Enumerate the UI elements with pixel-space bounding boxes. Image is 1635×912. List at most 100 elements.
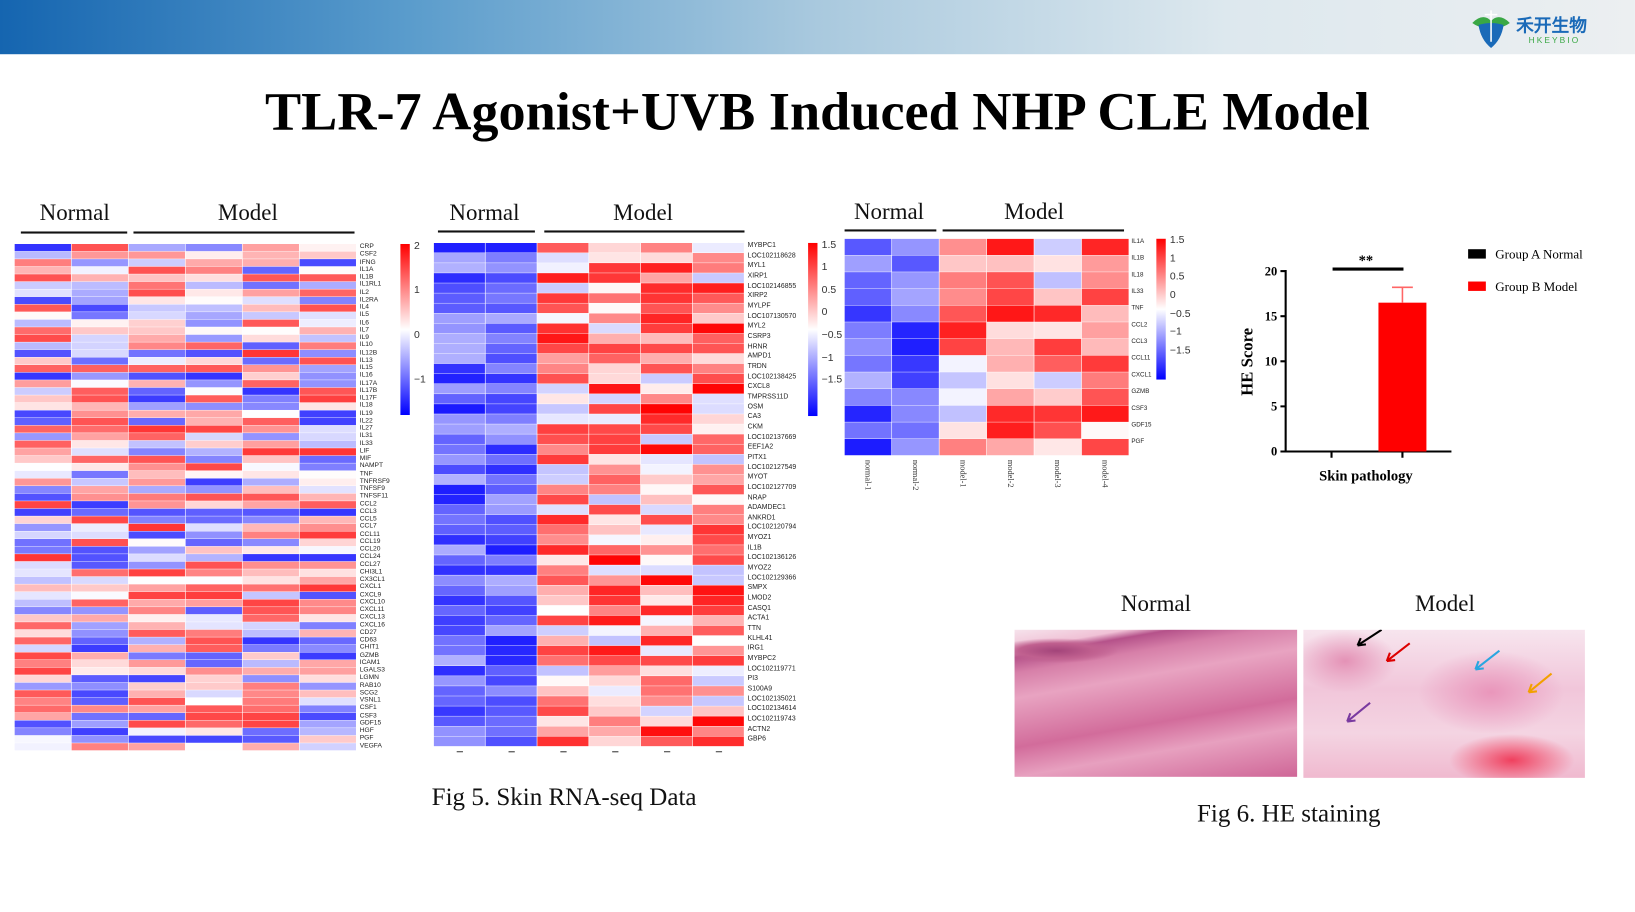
red-arrow-icon: [1385, 642, 1411, 663]
heatmap-cell: [128, 599, 185, 607]
gene-label: IL2RA: [359, 295, 379, 304]
heatmap-cell: [485, 454, 537, 465]
hm3-model-line: [942, 229, 1125, 232]
heatmap-cell: [844, 405, 892, 422]
heatmap-cell: [640, 585, 693, 596]
heatmap-cell: [299, 584, 356, 592]
gene-label: CCL2: [1131, 322, 1148, 329]
heatmap-cell: [433, 383, 485, 394]
heatmap-cell: [242, 440, 299, 448]
heatmap-cell: [71, 554, 128, 562]
heatmap-cell: [242, 614, 299, 622]
heatmap-cell: [433, 736, 485, 747]
heatmap-cell: [128, 470, 185, 479]
heatmap-cell: [242, 259, 299, 267]
heatmap-cell: [71, 470, 128, 479]
heatmap-cell: [71, 289, 128, 297]
scale-tick-label: 2: [413, 240, 420, 252]
heatmap-cell: [185, 357, 242, 365]
heatmap-cell: [537, 514, 589, 525]
heatmap-cell: [242, 728, 299, 736]
scale-tick-label: −0.5: [821, 329, 843, 341]
heatmap-cell: [589, 706, 641, 716]
heatmap-cell: [589, 293, 641, 303]
heatmap-cell: [537, 283, 589, 293]
heatmap-cell: [485, 424, 537, 434]
heatmap-cell: [185, 289, 242, 297]
heatmap-cell: [692, 484, 744, 495]
heatmap-cell: [485, 565, 537, 575]
heatmap-cell: [185, 644, 242, 653]
heatmap-cell: [640, 253, 693, 263]
heatmap-cell: [71, 433, 128, 441]
heatmap-cell: [14, 478, 71, 486]
scale-tick-label: 1: [821, 261, 828, 274]
heatmap-cell: [692, 535, 744, 545]
heatmap-cell: [692, 605, 744, 616]
heatmap-cell: [1034, 238, 1082, 256]
heatmap-cell: [692, 323, 744, 334]
heatmap-cell: [640, 494, 693, 505]
heatmap-cell: [537, 585, 589, 596]
gene-label: IL17F: [359, 394, 377, 402]
heatmap-cell: [242, 629, 299, 637]
gene-label: IL5: [359, 311, 370, 319]
heatmap-cell: [485, 676, 537, 686]
heatmap-cell: [299, 266, 356, 274]
heatmap-cell: [242, 395, 299, 403]
heatmap-cell: [692, 665, 744, 676]
heatmap-cell: [128, 607, 185, 615]
heatmap-cell: [485, 383, 537, 394]
heatmap-cell: [485, 585, 537, 596]
heatmap-cell: [537, 655, 589, 666]
hm3-model-label: Model: [1004, 198, 1065, 225]
heatmap-cell: [537, 353, 589, 364]
gene-label: LOC102138425: [747, 372, 797, 381]
gene-label: VSNL1: [359, 696, 381, 705]
heatmap-cell: [14, 614, 71, 622]
heatmap-cell: [433, 283, 485, 293]
heatmap-cell: [242, 304, 299, 312]
heatmap-cell: [485, 686, 537, 696]
heatmap-cell: [640, 394, 693, 404]
sample-label: model-2: [1006, 460, 1015, 488]
gene-label: CSF3: [1131, 405, 1148, 412]
gene-label: CCL3: [359, 507, 377, 515]
heatmap-cell: [485, 303, 537, 314]
heatmap-cell: [71, 312, 128, 320]
heatmap-cell: [128, 561, 185, 569]
heatmap-cell: [242, 410, 299, 418]
heatmap-cell: [242, 478, 299, 486]
gene-label: LOC102119771: [747, 664, 796, 673]
heatmap-cell: [185, 334, 242, 342]
heatmap-cell: [242, 365, 299, 373]
gene-label: IL13: [359, 356, 373, 364]
heatmap-cell: [844, 355, 892, 372]
heatmap-cell: [14, 576, 71, 584]
heatmap-cell: [589, 696, 641, 706]
heatmap-cell: [433, 645, 485, 656]
heatmap-cell: [433, 605, 485, 616]
heatmap-cell: [14, 546, 71, 554]
gene-label: IL19: [359, 409, 373, 417]
heatmap-cell: [185, 478, 242, 486]
heatmap-cell: [433, 484, 485, 495]
heatmap-cell: [485, 242, 537, 253]
heatmap-cell: [185, 395, 242, 403]
heatmap-cell: [14, 486, 71, 494]
heatmap-cell: [589, 736, 641, 747]
gene-label: IL1A: [1131, 238, 1145, 246]
heatmap-cell: [71, 425, 128, 433]
gene-label: CCL7: [359, 522, 377, 531]
legend-swatch: [1468, 281, 1486, 291]
scale-tick-label: −1.5: [821, 374, 843, 386]
heatmap-cell: [692, 333, 744, 344]
heatmap-cell: [844, 238, 892, 256]
gene-label: IL18: [359, 401, 373, 410]
heatmap-cell: [128, 372, 185, 380]
heatmap-cell: [299, 607, 356, 615]
heatmap-cell: [14, 425, 71, 433]
heatmap-cell: [485, 263, 537, 273]
heatmap-cell: [589, 726, 641, 737]
heatmap-cell: [537, 414, 589, 424]
